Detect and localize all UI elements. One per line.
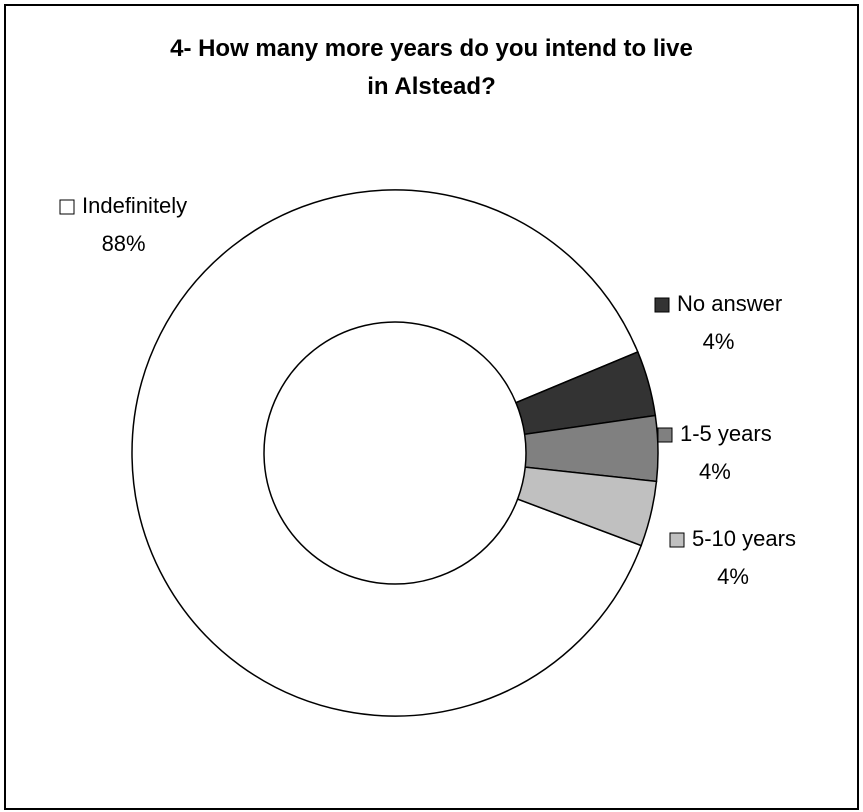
legend-swatch: [59, 199, 75, 215]
value-label: 4%: [699, 459, 731, 484]
legend-swatch: [669, 532, 685, 548]
value-label: 4%: [717, 564, 749, 589]
segment-label: No answer: [677, 291, 782, 316]
legend-swatch: [657, 427, 673, 443]
donut-segment: [516, 466, 658, 547]
donut-segment: [131, 189, 643, 717]
segment-label: 5-10 years: [692, 526, 796, 551]
title-box: 4- How many more years do you intend to …: [0, 30, 863, 106]
segment-label: 1-5 years: [680, 421, 772, 446]
segment-label: Indefinitely: [82, 193, 187, 218]
value-label: 88%: [102, 231, 146, 256]
legend-swatch: [654, 297, 670, 313]
value-label: 4%: [703, 329, 735, 354]
chart-title: 4- How many more years do you intend to …: [170, 35, 693, 100]
chart-frame: [4, 4, 859, 810]
